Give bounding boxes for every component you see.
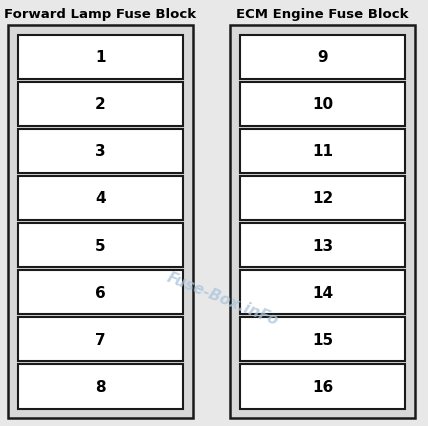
Bar	[240, 130, 405, 173]
Bar	[240, 176, 405, 221]
Bar	[18, 83, 183, 127]
Bar	[230, 26, 415, 418]
Bar	[240, 224, 405, 268]
Bar	[18, 176, 183, 221]
Text: Forward Lamp Fuse Block: Forward Lamp Fuse Block	[4, 8, 196, 21]
Bar	[18, 271, 183, 314]
Text: 11: 11	[312, 144, 333, 159]
Bar	[18, 130, 183, 173]
Text: 13: 13	[312, 238, 333, 253]
Text: 5: 5	[95, 238, 106, 253]
Bar	[240, 35, 405, 79]
Bar	[240, 365, 405, 409]
Bar	[18, 224, 183, 268]
Text: 3: 3	[95, 144, 106, 159]
Bar	[18, 35, 183, 79]
Text: ECM Engine Fuse Block: ECM Engine Fuse Block	[236, 8, 409, 21]
Bar	[18, 317, 183, 362]
Text: 6: 6	[95, 285, 106, 300]
Bar	[240, 271, 405, 314]
Text: 8: 8	[95, 379, 106, 394]
Text: 12: 12	[312, 191, 333, 206]
Text: 15: 15	[312, 332, 333, 347]
Text: Fuse-Box.inFo: Fuse-Box.inFo	[164, 269, 281, 328]
Bar	[18, 365, 183, 409]
Text: 10: 10	[312, 97, 333, 112]
Text: 2: 2	[95, 97, 106, 112]
Bar	[240, 317, 405, 362]
Text: 1: 1	[95, 50, 106, 65]
Text: 14: 14	[312, 285, 333, 300]
Text: 7: 7	[95, 332, 106, 347]
Bar	[8, 26, 193, 418]
Text: 9: 9	[317, 50, 328, 65]
Text: 16: 16	[312, 379, 333, 394]
Bar	[240, 83, 405, 127]
Text: 4: 4	[95, 191, 106, 206]
